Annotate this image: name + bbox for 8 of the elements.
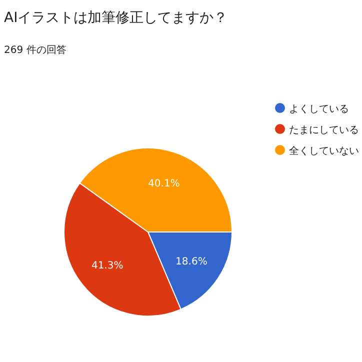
data-label: 41.3% [91,260,124,272]
chart-title: AIイラストは加筆修正してますか？ [4,10,228,26]
chart-subtitle: 269 件の回答 [4,44,66,56]
data-label: 40.1% [148,178,180,190]
legend-label: 全くしていない [289,145,359,157]
legend-label: たまにしている [289,125,359,136]
data-label: 18.6% [176,256,208,268]
legend-label: よくしている [289,104,349,115]
